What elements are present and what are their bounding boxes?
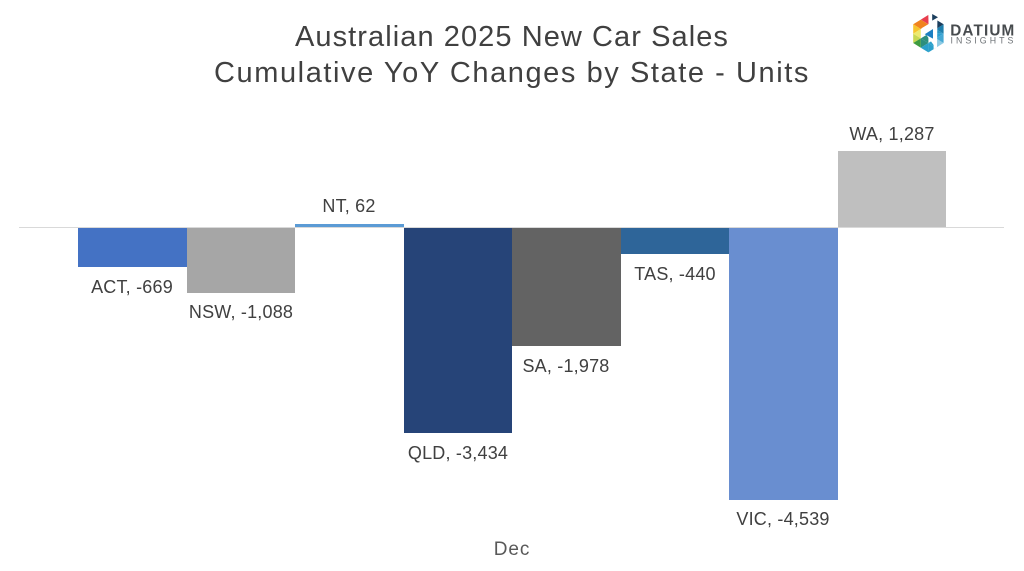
svg-text:INSIGHTS: INSIGHTS [951,36,1017,46]
svg-text:DATIUM: DATIUM [950,23,1015,40]
